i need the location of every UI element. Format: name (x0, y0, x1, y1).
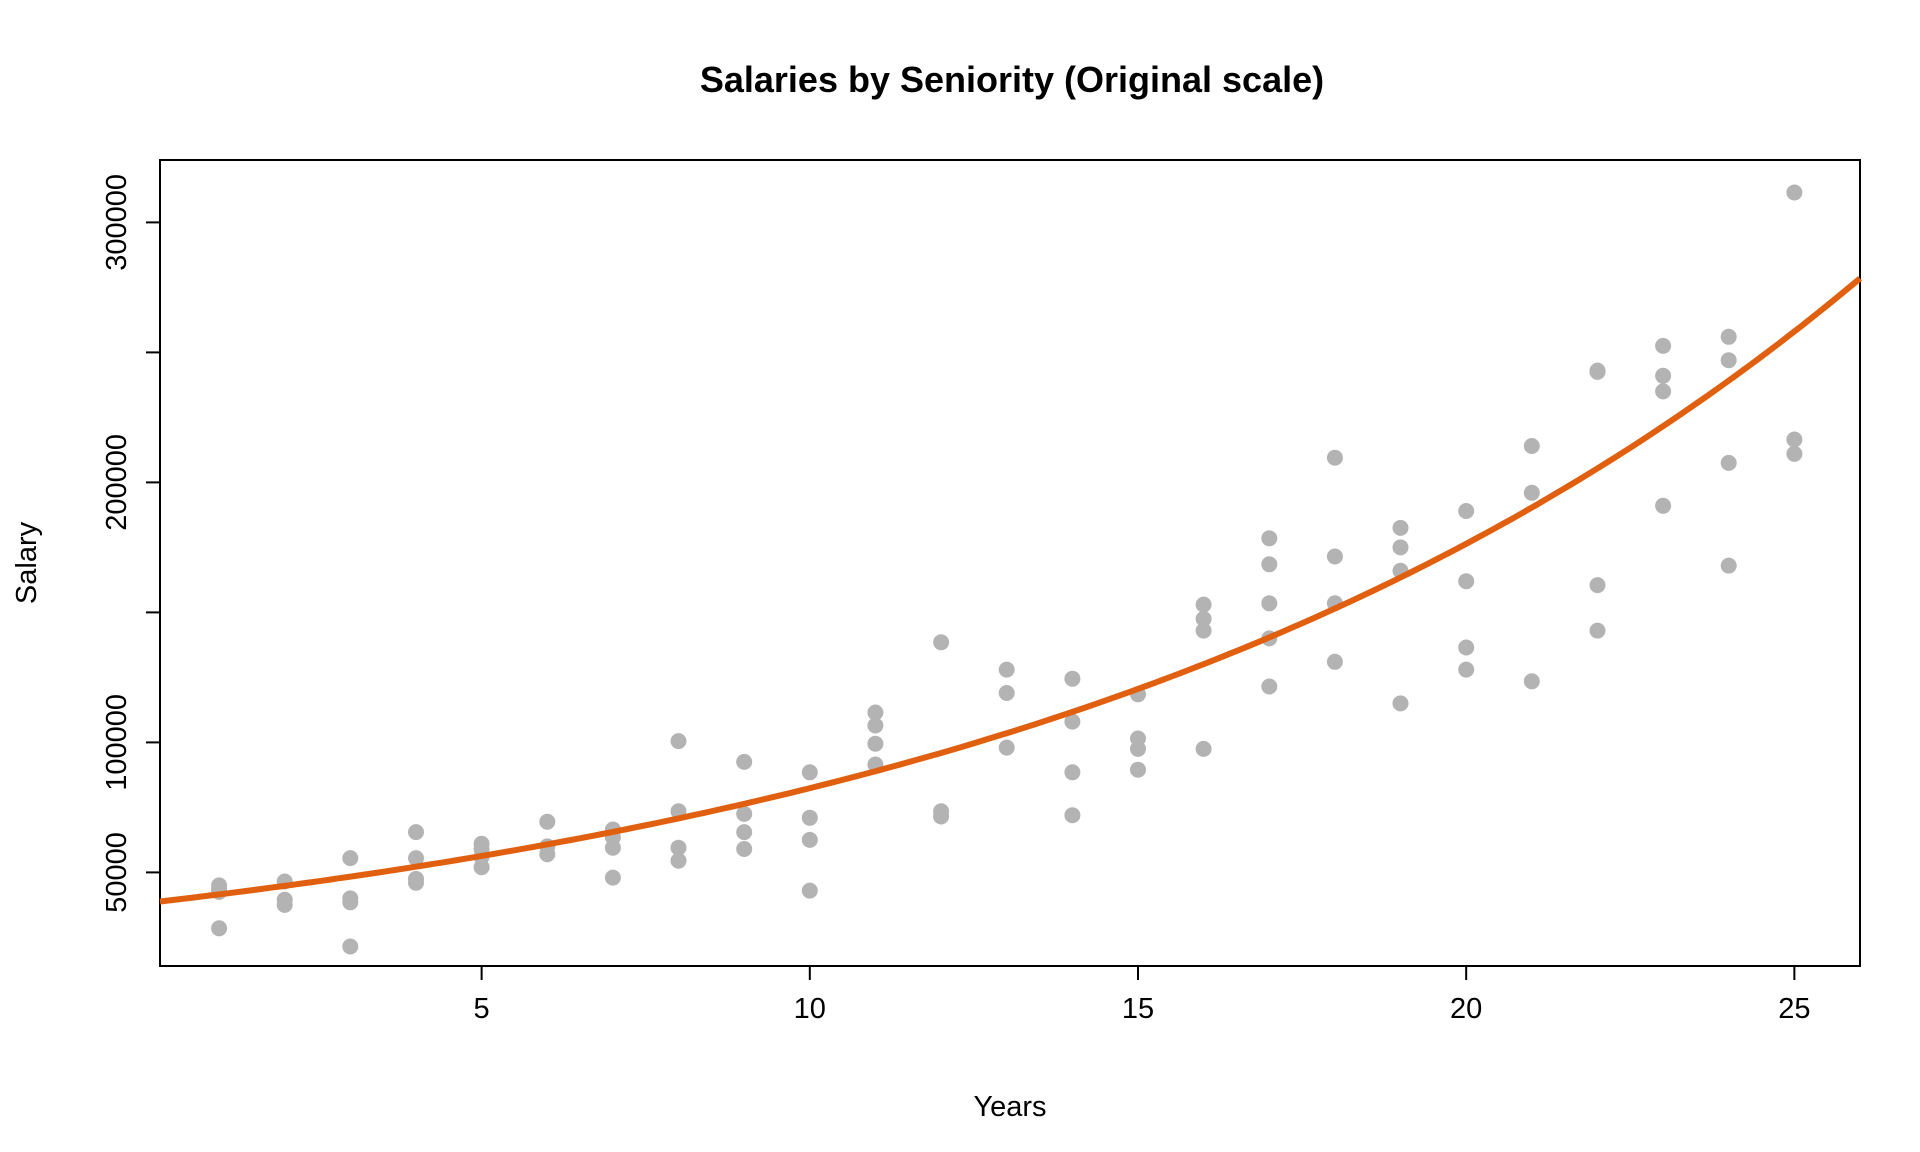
data-point (736, 753, 753, 770)
data-point (1195, 622, 1212, 639)
fit-curve (159, 276, 1862, 905)
data-point (1523, 484, 1540, 501)
data-point (1064, 670, 1081, 687)
data-point (1720, 328, 1737, 345)
data-point (1458, 661, 1475, 678)
data-point (1195, 740, 1212, 757)
data-point (1523, 438, 1540, 454)
chart-title: Salaries by Seniority (Original scale) (700, 59, 1324, 100)
data-point (1523, 673, 1540, 690)
data-point (276, 896, 293, 913)
data-point (670, 839, 687, 856)
points-layer (211, 184, 1803, 955)
y-tick-label: 300000 (101, 174, 133, 271)
data-point (211, 920, 228, 937)
data-point (1655, 367, 1672, 384)
data-point (1655, 383, 1672, 400)
data-point (998, 685, 1015, 701)
data-point (1786, 431, 1803, 448)
data-point (342, 938, 359, 955)
x-tick-label: 15 (1122, 993, 1154, 1025)
y-tick-label: 50000 (101, 832, 133, 913)
data-point (670, 733, 687, 750)
x-tick-label: 20 (1450, 993, 1482, 1025)
data-point (1589, 362, 1606, 379)
data-point (1655, 337, 1672, 354)
data-point (801, 882, 818, 899)
data-point (1720, 352, 1737, 369)
data-point (736, 841, 753, 857)
data-point (1392, 519, 1409, 536)
data-point (1786, 184, 1803, 201)
data-point (1458, 573, 1475, 590)
data-point (933, 634, 950, 651)
data-point (408, 874, 424, 891)
data-point (1786, 445, 1803, 462)
data-point (801, 831, 818, 848)
data-point (867, 704, 884, 721)
data-point (801, 764, 818, 781)
data-point (1261, 556, 1278, 573)
data-point (539, 846, 556, 863)
data-point (801, 809, 818, 826)
x-tick-label: 5 (474, 993, 490, 1025)
data-point (1064, 713, 1081, 730)
data-point (1130, 740, 1146, 757)
data-point (539, 813, 556, 830)
data-point (1720, 557, 1737, 574)
plot-frame (159, 159, 1861, 967)
data-point (604, 839, 621, 856)
data-point (408, 850, 424, 867)
x-tick-label: 25 (1778, 993, 1810, 1025)
data-point (670, 852, 687, 869)
data-point (1589, 577, 1606, 594)
x-axis-label: Years (973, 1091, 1046, 1123)
data-point (1195, 596, 1212, 613)
data-point (1326, 653, 1343, 670)
data-point (408, 824, 424, 841)
data-point (1261, 530, 1278, 547)
data-point (1064, 807, 1081, 824)
data-point (604, 869, 621, 886)
data-point (1195, 610, 1212, 627)
data-point (342, 894, 359, 911)
data-point (1392, 695, 1409, 712)
y-tick-label: 100000 (101, 694, 133, 791)
data-point (1326, 449, 1343, 466)
data-point (1064, 764, 1081, 781)
data-point (1326, 548, 1343, 565)
data-point (933, 808, 950, 825)
y-axis: 50000 100000 200000 300000 (101, 174, 160, 913)
data-point (998, 661, 1015, 678)
data-point (736, 824, 753, 841)
data-point (1720, 454, 1737, 471)
data-point (1458, 503, 1475, 519)
data-point (867, 735, 884, 752)
data-point (1458, 639, 1475, 656)
y-tick-label: 200000 (101, 434, 133, 531)
data-point (1130, 761, 1146, 778)
x-axis: 5 10 15 20 25 (474, 966, 1810, 1025)
y-axis-label: Salary (11, 521, 43, 604)
x-tick-label: 10 (794, 993, 826, 1025)
data-point (342, 850, 359, 867)
data-point (473, 859, 490, 876)
data-point (867, 717, 884, 734)
data-point (736, 805, 753, 822)
data-point (1261, 595, 1278, 612)
data-point (1261, 678, 1278, 695)
data-point (1655, 497, 1672, 514)
data-point (1589, 622, 1606, 639)
data-point (998, 739, 1015, 756)
data-point (1392, 539, 1409, 556)
